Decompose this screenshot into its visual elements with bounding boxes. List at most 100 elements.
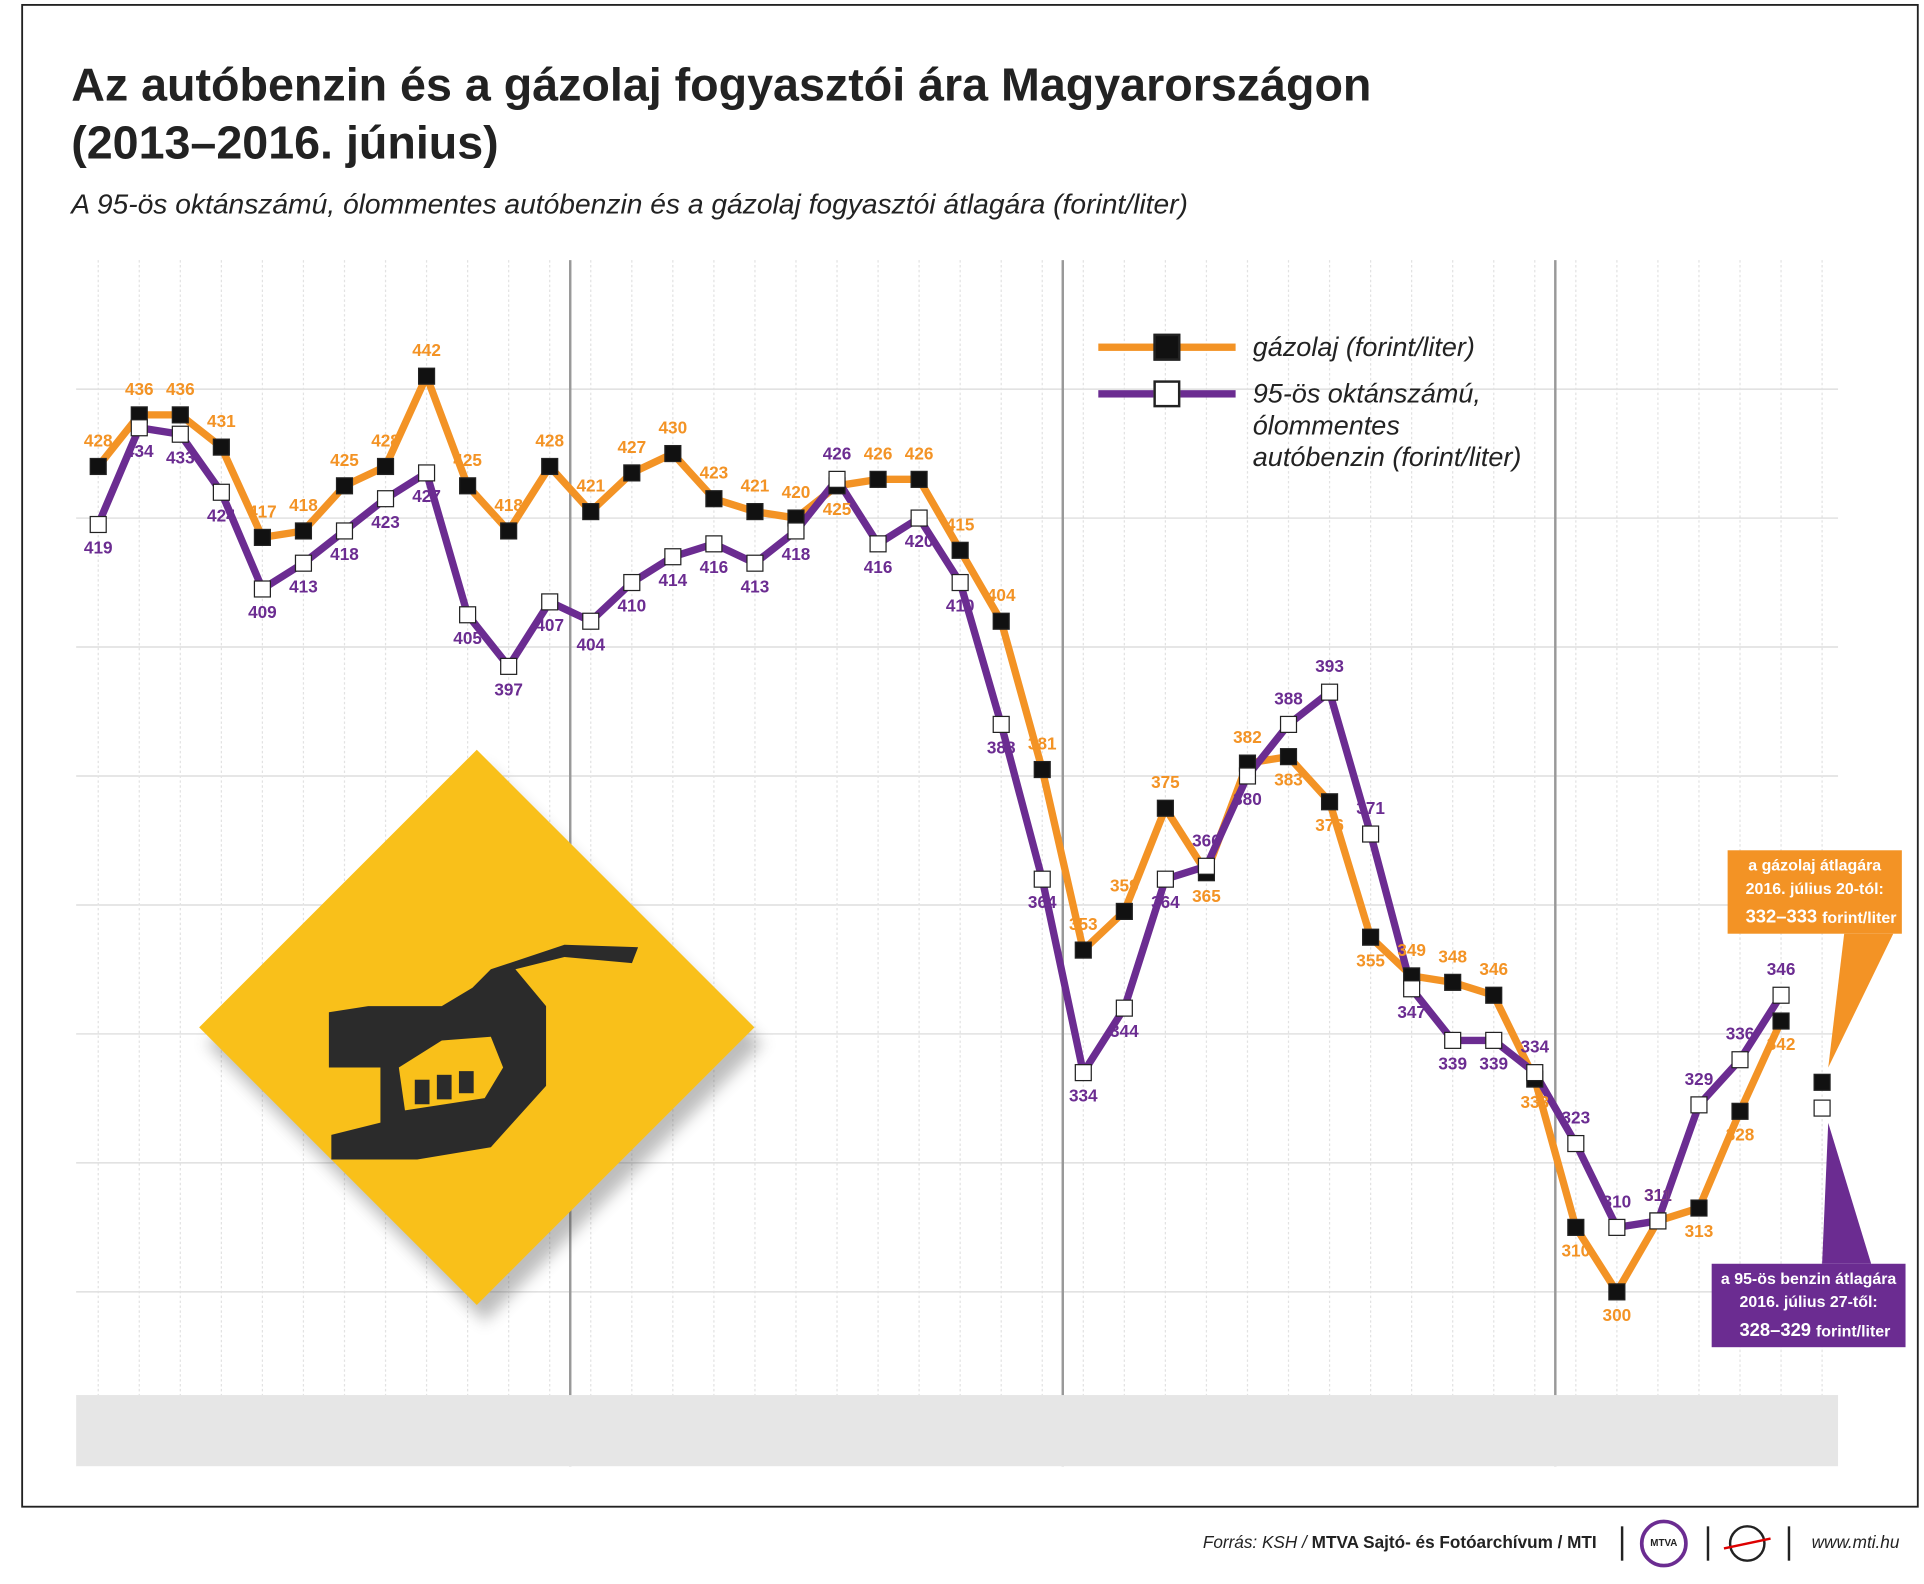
data-label: 334: [1520, 1037, 1549, 1057]
marker: [1485, 1031, 1503, 1049]
marker: [1238, 767, 1257, 785]
data-label: 428: [84, 430, 113, 450]
data-label: 397: [494, 679, 523, 699]
data-label: 410: [617, 596, 646, 616]
data-label: 347: [1397, 1002, 1426, 1022]
data-label: 404: [576, 634, 605, 654]
data-label: 349: [1397, 940, 1426, 960]
data-label: 376: [1315, 815, 1344, 835]
data-label: 359: [1110, 875, 1139, 895]
data-label: 334: [1069, 1086, 1098, 1106]
marker: [787, 522, 805, 540]
marker: [1608, 1218, 1626, 1236]
marker: [664, 548, 682, 566]
marker: [212, 438, 230, 456]
data-label: 425: [823, 499, 852, 519]
marker: [582, 612, 600, 630]
marker: [376, 457, 395, 476]
logo-circle: [1639, 1519, 1688, 1568]
marker: [1444, 1031, 1462, 1049]
legend-key: [1098, 378, 1236, 410]
data-label: 329: [1685, 1069, 1714, 1089]
data-label: 442: [412, 340, 441, 360]
marker: [951, 541, 969, 559]
marker: [869, 470, 887, 488]
legend-item: gázolaj (forint/liter): [1098, 331, 1540, 363]
marker: [1567, 1218, 1585, 1236]
marker: [992, 715, 1010, 733]
data-label: 410: [946, 596, 975, 616]
data-label: 339: [1479, 1053, 1508, 1073]
marker: [623, 573, 641, 592]
data-label: 323: [1562, 1108, 1591, 1128]
data-label: 346: [1479, 959, 1508, 979]
marker: [1485, 986, 1503, 1004]
annotation-marker: [1813, 1099, 1831, 1117]
data-label: 311: [1644, 1185, 1672, 1205]
marker: [253, 580, 271, 598]
data-label: 424: [207, 505, 236, 525]
marker: [1115, 902, 1133, 921]
annotation-marker: [1813, 1073, 1831, 1091]
source-bold: MTVA Sajtó- és Fotóarchívum / MTI: [1312, 1532, 1597, 1552]
annotation-unit: forint/liter: [1822, 910, 1896, 927]
data-label: 339: [1438, 1053, 1467, 1073]
data-label: 428: [535, 430, 564, 450]
data-label: 404: [987, 585, 1016, 605]
marker: [1279, 748, 1298, 766]
marker: [1320, 683, 1339, 701]
marker: [623, 464, 641, 482]
data-label: 420: [782, 482, 811, 502]
marker: [1690, 1096, 1708, 1114]
marker: [1074, 1064, 1092, 1082]
data-label: 426: [823, 443, 852, 463]
marker: [335, 522, 354, 540]
data-label: 416: [700, 557, 729, 577]
marker: [1156, 870, 1174, 888]
legend-item: 95-ös oktánszámú, ólommentes autóbenzin …: [1098, 378, 1540, 474]
marker: [459, 477, 477, 495]
marker: [417, 367, 436, 385]
marker: [664, 444, 682, 463]
marker: [1033, 760, 1051, 779]
data-label: 333: [1520, 1092, 1549, 1112]
data-label: 409: [248, 602, 277, 622]
marker: [910, 470, 928, 488]
data-label: 313: [1685, 1221, 1714, 1241]
data-label: 418: [494, 495, 523, 515]
data-label: 371: [1356, 798, 1385, 818]
marker: [89, 515, 107, 534]
data-label: 418: [782, 544, 811, 564]
data-label: 383: [1274, 770, 1303, 790]
data-label: 423: [700, 463, 729, 483]
data-label: 353: [1069, 914, 1098, 934]
marker: [541, 457, 559, 476]
marker: [294, 554, 313, 572]
data-label: 418: [289, 495, 318, 515]
plot-area: [76, 260, 1839, 1396]
data-label: 415: [946, 514, 975, 534]
marker: [1567, 1134, 1585, 1153]
data-label: 388: [987, 737, 1016, 757]
logo: MTVA: [1650, 1538, 1677, 1549]
data-label: 342: [1767, 1034, 1796, 1054]
data-label: 417: [248, 501, 277, 521]
data-label: 300: [1603, 1305, 1632, 1325]
marker: [1033, 870, 1051, 888]
marker: [828, 470, 846, 488]
marker: [1731, 1102, 1749, 1120]
marker: [1115, 999, 1133, 1017]
marker: [376, 490, 395, 508]
annotation-text: a gázolaj átlagára: [1748, 857, 1881, 874]
annotation-text: 2016. július 20-tól:: [1746, 881, 1884, 898]
annotation-range: 332–333: [1746, 906, 1818, 927]
marker: [1279, 715, 1298, 733]
marker: [130, 419, 148, 437]
legend-label: gázolaj (forint/liter): [1252, 331, 1475, 362]
marker: [1362, 825, 1380, 843]
data-label: 405: [453, 628, 482, 648]
data-label: 366: [1192, 830, 1221, 850]
marker: [1403, 980, 1421, 998]
marker: [910, 509, 928, 527]
marker: [951, 573, 969, 592]
